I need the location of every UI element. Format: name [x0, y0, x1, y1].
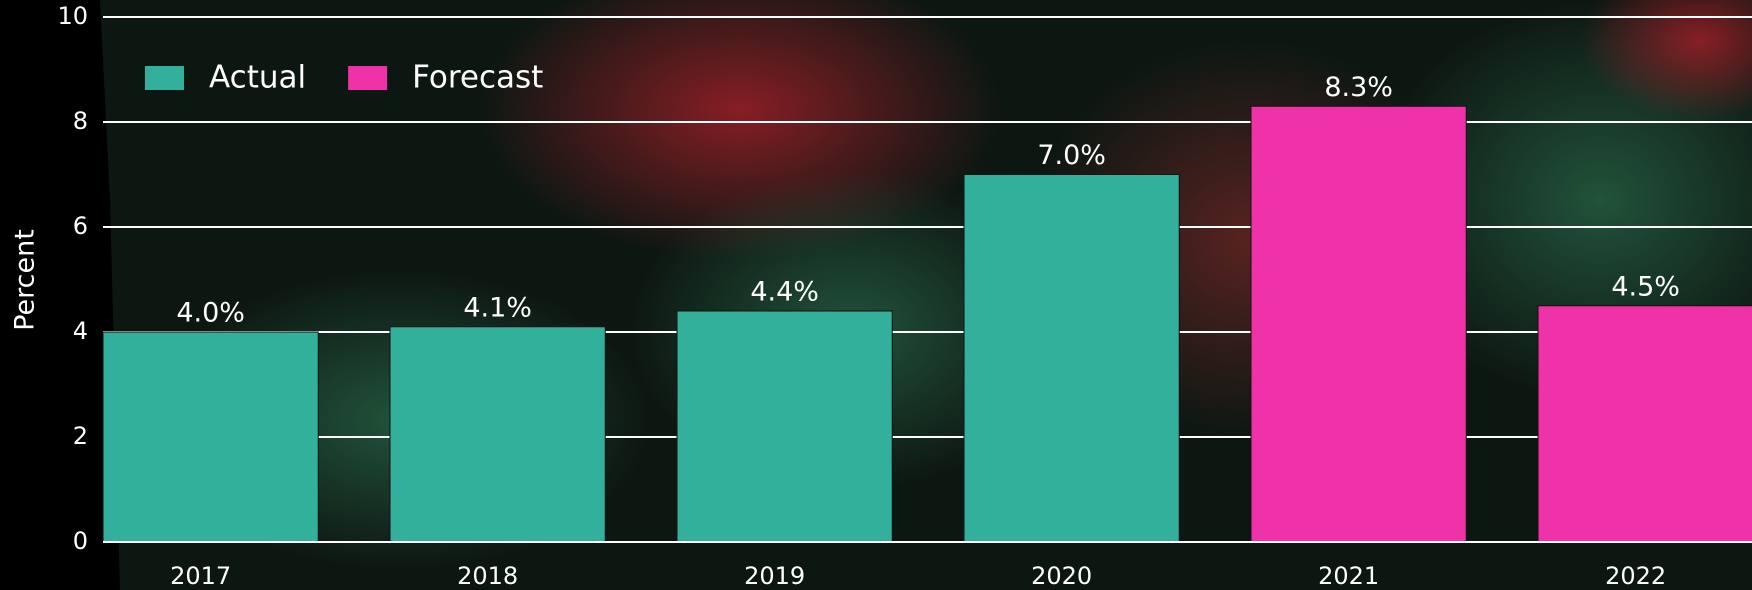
x-tick-label: 2017: [170, 562, 231, 590]
value-label: 4.5%: [1611, 271, 1680, 302]
bar: [676, 310, 893, 543]
bar: [389, 326, 606, 543]
value-label: 4.1%: [463, 292, 532, 323]
x-tick-label: 2020: [1031, 562, 1092, 590]
y-axis-label: Percent: [10, 229, 41, 331]
value-label: 8.3%: [1324, 72, 1393, 103]
legend-label: Actual: [209, 60, 306, 96]
legend-label: Forecast: [412, 60, 543, 96]
bar: [963, 174, 1180, 543]
background: [100, 0, 1752, 590]
x-tick-label: 2022: [1605, 562, 1666, 590]
y-tick-label: 2: [73, 422, 88, 450]
y-tick-label: 4: [73, 317, 88, 345]
value-label: 7.0%: [1037, 140, 1106, 171]
legend-swatch: [348, 66, 388, 90]
y-tick-label: 6: [73, 212, 88, 240]
x-tick-label: 2018: [457, 562, 518, 590]
x-tick-label: 2021: [1318, 562, 1379, 590]
x-tick-label: 2019: [744, 562, 805, 590]
y-tick-label: 0: [73, 527, 88, 555]
y-tick-label: 10: [57, 2, 88, 30]
bar: [102, 331, 319, 543]
value-label: 4.4%: [750, 277, 819, 308]
legend-swatch: [145, 66, 184, 90]
value-label: 4.0%: [176, 298, 245, 329]
y-tick-label: 8: [73, 107, 88, 135]
bar: [1537, 305, 1752, 543]
bar: [1250, 105, 1467, 543]
